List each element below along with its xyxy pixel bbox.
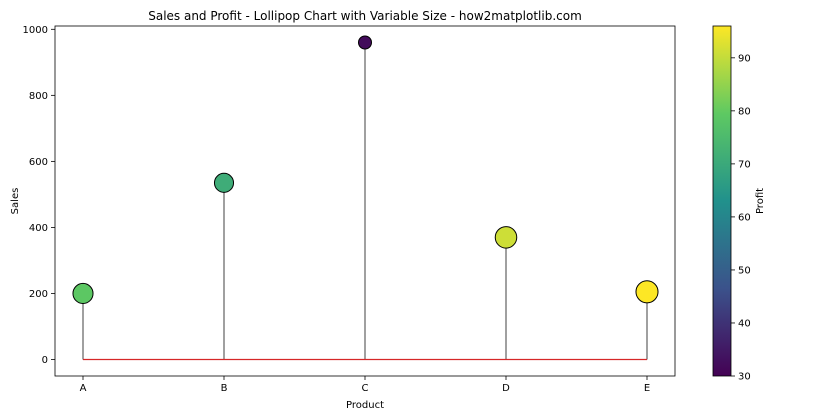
x-axis-ticks: A B C D E <box>80 376 650 394</box>
y-tick-label: 400 <box>29 223 48 234</box>
colorbar-ticks: 30 40 50 60 70 80 90 <box>731 53 751 383</box>
colorbar-label: Profit <box>755 188 766 214</box>
y-axis-label: Sales <box>10 188 21 215</box>
y-tick-label: 0 <box>42 355 48 366</box>
x-tick-label: E <box>644 383 650 394</box>
chart-marks <box>72 35 659 361</box>
colorbar-tick-label: 30 <box>738 372 751 383</box>
colorbar-tick-label: 90 <box>738 53 751 64</box>
x-tick-label: A <box>80 383 87 394</box>
lollipop-head <box>213 172 235 193</box>
colorbar-gradient <box>712 25 732 377</box>
colorbar-tick-label: 80 <box>738 106 751 117</box>
x-tick-label: C <box>362 383 369 394</box>
chart-title: Sales and Profit - Lollipop Chart with V… <box>148 9 582 23</box>
y-tick-label: 1000 <box>23 25 48 36</box>
lollipop-head <box>494 226 518 249</box>
x-tick-label: B <box>221 383 228 394</box>
colorbar-tick-label: 50 <box>738 265 751 276</box>
y-tick-label: 600 <box>29 157 48 168</box>
colorbar-tick-label: 40 <box>738 318 751 329</box>
colorbar-tick-label: 70 <box>738 159 751 170</box>
plot-area: 0 200 400 600 800 1000 A B C D E <box>23 25 676 394</box>
colorbar-tick-label: 60 <box>738 212 751 223</box>
x-tick-label: D <box>502 383 510 394</box>
lollipop-head <box>358 35 372 50</box>
x-axis-label: Product <box>346 400 384 411</box>
y-tick-label: 200 <box>29 289 48 300</box>
y-tick-label: 800 <box>29 91 48 102</box>
lollipop-head <box>72 282 94 304</box>
lollipop-head <box>635 280 659 304</box>
colorbar: 30 40 50 60 70 80 90 Profit <box>712 25 766 383</box>
y-axis-ticks: 0 200 400 600 800 1000 <box>23 25 55 366</box>
